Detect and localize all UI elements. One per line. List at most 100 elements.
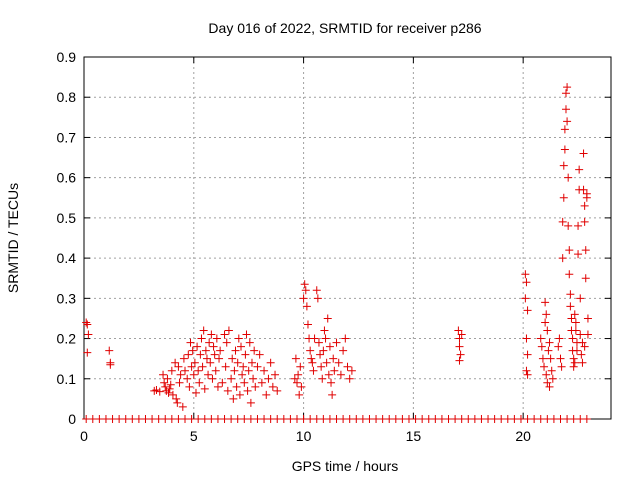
data-point bbox=[556, 354, 565, 363]
data-point bbox=[271, 370, 280, 379]
data-point bbox=[563, 83, 572, 92]
data-point bbox=[193, 342, 202, 351]
y-axis-label: SRMTID / TECUs bbox=[5, 183, 21, 293]
data-point bbox=[568, 334, 577, 343]
data-point bbox=[159, 370, 168, 379]
data-point bbox=[240, 378, 249, 387]
data-point bbox=[241, 350, 250, 359]
data-point bbox=[538, 354, 547, 363]
data-point bbox=[581, 274, 590, 283]
data-point bbox=[566, 302, 575, 311]
data-point bbox=[323, 314, 332, 323]
data-point bbox=[455, 342, 464, 351]
data-point bbox=[321, 334, 330, 343]
data-point bbox=[541, 298, 550, 307]
data-point bbox=[522, 334, 531, 343]
data-point bbox=[201, 346, 210, 355]
data-point bbox=[300, 280, 309, 289]
data-point bbox=[163, 374, 172, 383]
x-tick-label: 0 bbox=[80, 428, 88, 444]
data-point bbox=[560, 125, 569, 134]
data-point bbox=[455, 334, 464, 343]
data-point bbox=[211, 366, 220, 375]
data-point bbox=[541, 318, 550, 327]
data-point bbox=[341, 334, 350, 343]
y-tick-label: 0.9 bbox=[57, 49, 77, 65]
data-point bbox=[155, 387, 164, 396]
data-point bbox=[250, 346, 259, 355]
data-point bbox=[206, 358, 215, 367]
data-point bbox=[324, 370, 333, 379]
data-point bbox=[229, 394, 238, 403]
data-point bbox=[292, 378, 301, 387]
data-point bbox=[260, 366, 269, 375]
data-point bbox=[455, 356, 464, 365]
data-point bbox=[572, 346, 581, 355]
data-point bbox=[543, 378, 552, 387]
data-point bbox=[565, 270, 574, 279]
data-point bbox=[264, 374, 273, 383]
y-tick-label: 0.1 bbox=[57, 371, 77, 387]
data-point bbox=[558, 217, 567, 226]
y-tick-label: 0.5 bbox=[57, 210, 77, 226]
data-point bbox=[564, 173, 573, 182]
data-point bbox=[297, 382, 306, 391]
data-point bbox=[247, 358, 256, 367]
data-point bbox=[523, 370, 532, 379]
data-point bbox=[537, 342, 546, 351]
data-point bbox=[266, 358, 275, 367]
data-point bbox=[216, 346, 225, 355]
data-point bbox=[583, 330, 592, 339]
data-point bbox=[204, 370, 213, 379]
data-point bbox=[242, 330, 251, 339]
data-point bbox=[171, 358, 180, 367]
data-point bbox=[559, 161, 568, 170]
data-point bbox=[196, 350, 205, 359]
data-point bbox=[540, 362, 549, 371]
y-tick-label: 0.8 bbox=[57, 89, 77, 105]
data-point bbox=[268, 382, 277, 391]
data-point bbox=[317, 362, 326, 371]
data-point bbox=[200, 384, 209, 393]
data-point bbox=[567, 314, 576, 323]
data-point bbox=[544, 346, 553, 355]
data-point bbox=[174, 362, 183, 371]
data-point bbox=[308, 358, 317, 367]
data-point bbox=[316, 350, 325, 359]
data-point bbox=[329, 354, 338, 363]
data-point bbox=[186, 338, 195, 347]
data-point bbox=[178, 402, 187, 411]
data-point bbox=[545, 338, 554, 347]
data-point bbox=[336, 370, 345, 379]
data-point bbox=[319, 346, 328, 355]
data-point bbox=[571, 318, 580, 327]
data-point bbox=[456, 350, 465, 359]
data-point bbox=[176, 370, 185, 379]
data-point bbox=[560, 145, 569, 154]
data-point bbox=[251, 382, 260, 391]
data-point bbox=[257, 378, 266, 387]
data-point bbox=[184, 350, 193, 359]
axis-ticks: 0 0.1 0.2 0.3 0.4 0.5 0.6 0.7 0.8 0.9 0 5 10 15 20 bbox=[57, 49, 611, 444]
data-point bbox=[334, 358, 343, 367]
data-point bbox=[239, 362, 248, 371]
y-tick-label: 0.4 bbox=[57, 250, 77, 266]
data-point bbox=[578, 358, 587, 367]
data-point bbox=[221, 362, 230, 371]
data-point bbox=[175, 378, 184, 387]
data-point bbox=[199, 326, 208, 335]
data-point bbox=[230, 366, 239, 375]
data-point bbox=[223, 386, 232, 395]
data-point bbox=[165, 384, 174, 393]
data-point bbox=[212, 334, 221, 343]
data-point bbox=[307, 354, 316, 363]
data-point bbox=[290, 374, 299, 383]
data-point bbox=[173, 398, 182, 407]
data-point bbox=[237, 342, 246, 351]
data-point bbox=[164, 388, 173, 397]
data-point bbox=[291, 354, 300, 363]
data-point bbox=[228, 354, 237, 363]
data-point bbox=[327, 378, 336, 387]
data-point bbox=[558, 254, 567, 263]
